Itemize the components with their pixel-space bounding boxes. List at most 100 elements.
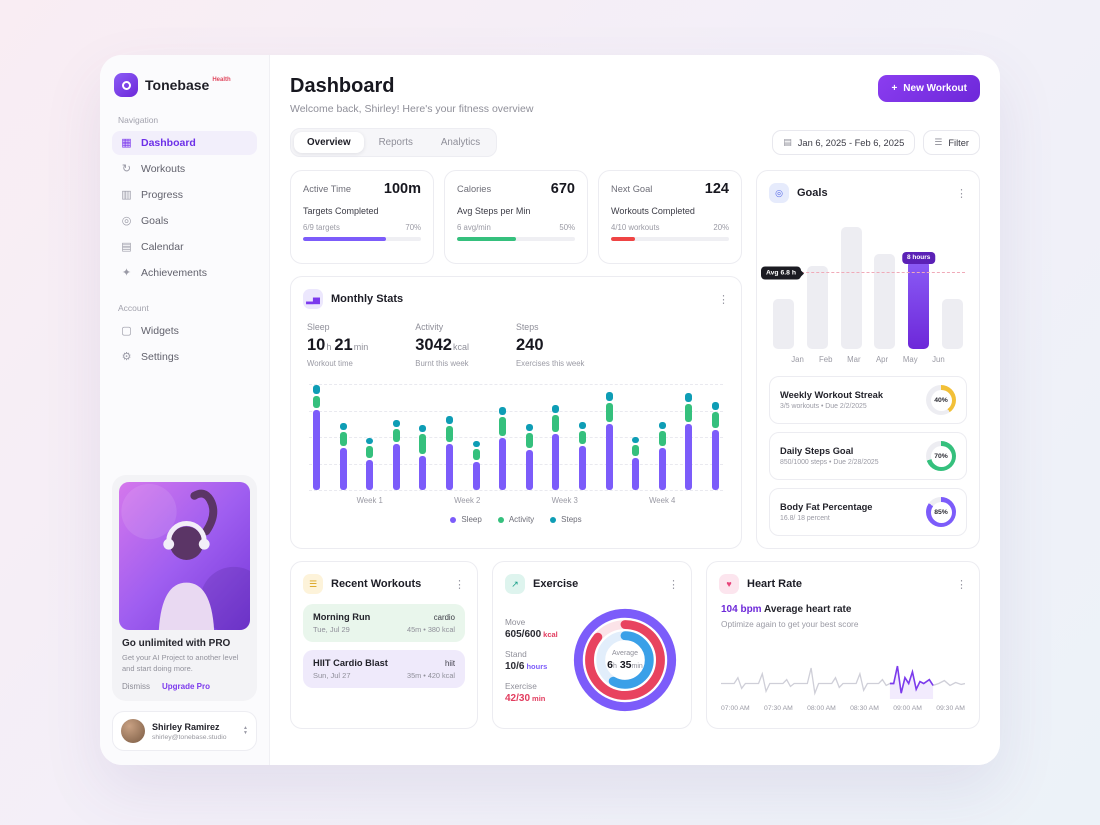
monthly-stat-value: 3042kcal [415, 336, 472, 355]
goal-item-title: Weekly Workout Streak [780, 390, 883, 400]
exercise-header: ↗ Exercise ⋮ [493, 562, 691, 594]
tab-overview[interactable]: Overview [294, 132, 364, 153]
monthly-bar [525, 424, 533, 490]
exercise-metric-exercise: Exercise 42/30 min [505, 681, 563, 704]
monthly-bar-segment-sleep [632, 458, 640, 490]
monthly-bar [419, 425, 427, 490]
goal-item-daily-steps-goal[interactable]: Daily Steps Goal 850/1000 steps • Due 2/2… [769, 432, 967, 480]
promo-dismiss-link[interactable]: Dismiss [122, 682, 150, 691]
sidebar-item-goals[interactable]: ◎ Goals [112, 209, 257, 233]
month-label: Mar [847, 355, 861, 364]
goal-item-weekly-workout-streak[interactable]: Weekly Workout Streak 3/5 workouts • Due … [769, 376, 967, 424]
exercise-metric-value: 42/30 min [505, 692, 546, 704]
stat-card-value: 100m [383, 181, 421, 197]
sidebar-item-widgets[interactable]: ▢ Widgets [112, 319, 257, 343]
exercise-menu-button[interactable]: ⋮ [668, 578, 679, 591]
monthly-bar [392, 420, 400, 490]
monthly-bar-segment-steps [578, 422, 586, 429]
main-content: Dashboard Welcome back, Shirley! Here's … [270, 55, 1000, 765]
time-label: 09:30 AM [936, 705, 965, 712]
sidebar-item-achievements[interactable]: ✦ Achievements [112, 261, 257, 285]
monthly-stats-header: ▂▅ Monthly Stats ⋮ [291, 277, 741, 309]
monthly-bar [632, 437, 640, 490]
workout-item-hiit-cardio-blast[interactable]: HIIT Cardio Blast Sun, Jul 27 hiit 35m • 42… [303, 650, 465, 688]
time-label: 07:30 AM [764, 705, 793, 712]
exercise-card: ↗ Exercise ⋮ Move 605/600 kcal Stand 10/6 hou… [492, 561, 692, 729]
heart-rate-menu-button[interactable]: ⋮ [956, 578, 967, 591]
heart-icon: ♥ [719, 574, 739, 594]
gridline [309, 410, 723, 412]
workout-name: HIIT Cardio Blast [313, 658, 388, 668]
avatar [121, 719, 145, 743]
stat-card-value: 124 [704, 181, 729, 197]
goals-list: Weekly Workout Streak 3/5 workouts • Due … [757, 364, 979, 548]
date-range-picker[interactable]: ▤ Jan 6, 2025 - Feb 6, 2025 [772, 130, 916, 155]
page-header-text: Dashboard Welcome back, Shirley! Here's … [290, 75, 533, 115]
filter-icon: ☰ [934, 137, 943, 147]
profile-card[interactable]: Shirley Ramirez shirley@tonebase.studio … [112, 711, 257, 751]
monthly-bar-segment-activity [632, 445, 640, 456]
sidebar-item-label: Workouts [141, 163, 186, 175]
goals-month-labels: Jan Feb Mar Apr May Jun [771, 349, 965, 364]
goal-progress-percent: 40% [930, 389, 952, 411]
promo-card: Go unlimited with PRO Get your AI Projec… [112, 475, 257, 701]
legend-item-steps: Steps [550, 515, 582, 524]
monthly-stat-value: 10h 21min [307, 336, 371, 355]
stat-card-meta: 6/9 targets 70% [303, 223, 421, 232]
logo-ring-shape [121, 80, 131, 90]
tab-reports[interactable]: Reports [366, 132, 426, 153]
sidebar-item-dashboard[interactable]: ▦ Dashboard [112, 131, 257, 155]
recent-workouts-title: Recent Workouts [331, 578, 422, 590]
goal-item-body-fat-percentage[interactable]: Body Fat Percentage 16.8/ 18 percent 85% [769, 488, 967, 536]
monthly-week-labels: Week 1 Week 2 Week 3 Week 4 [309, 490, 723, 505]
stat-card-subvalue: 6/9 targets [303, 223, 340, 232]
sidebar-item-workouts[interactable]: ↻ Workouts [112, 157, 257, 181]
monthly-bar-segment-sleep [445, 444, 453, 490]
monthly-bar-segment-steps [445, 416, 453, 424]
profile-email: shirley@tonebase.studio [152, 733, 227, 741]
monthly-bar-segment-steps [685, 393, 693, 402]
tab-analytics[interactable]: Analytics [428, 132, 493, 153]
brand-name: Tonebase [145, 77, 210, 93]
brand-logo: Tonebase Health [112, 71, 257, 99]
week-label: Week 1 [356, 496, 383, 505]
sidebar-item-label: Dashboard [141, 137, 196, 149]
filter-button[interactable]: ☰ Filter [923, 130, 980, 155]
stat-card-percent: 50% [559, 223, 575, 232]
stat-progress-bar [611, 237, 729, 241]
month-label: May [902, 355, 918, 364]
goals-bar-may: 8 hours [901, 251, 936, 349]
promo-image [119, 482, 250, 631]
profile-text: Shirley Ramirez shirley@tonebase.studio [152, 722, 227, 741]
new-workout-button[interactable]: + New Workout [878, 75, 980, 102]
monthly-bar-segment-sleep [419, 456, 427, 490]
nav-section-label: Navigation [118, 115, 159, 125]
monthly-bar [685, 393, 693, 490]
target-icon: ◎ [769, 183, 789, 203]
stat-progress-fill [457, 237, 516, 241]
sidebar-item-settings[interactable]: ⚙ Settings [112, 345, 257, 369]
heart-rate-card: ♥ Heart Rate ⋮ 104 bpm Average heart rat… [706, 561, 980, 729]
legend-dot [550, 516, 557, 523]
time-label: 07:00 AM [721, 705, 750, 712]
monthly-bar-segment-activity [578, 431, 586, 444]
sidebar: Tonebase Health Navigation ▦ Dashboard ↻ Wo… [100, 55, 270, 765]
activity-icon: ↗ [505, 574, 525, 594]
recent-workouts-menu-button[interactable]: ⋮ [454, 578, 465, 591]
promo-upgrade-link[interactable]: Upgrade Pro [162, 682, 211, 691]
monthly-stats-menu-button[interactable]: ⋮ [718, 293, 729, 306]
sidebar-item-calendar[interactable]: ▤ Calendar [112, 235, 257, 259]
workout-item-morning-run[interactable]: Morning Run Tue, Jul 29 cardio 45m • 380 kc… [303, 604, 465, 642]
monthly-stat-caption: Workout time [307, 359, 353, 368]
sidebar-item-progress[interactable]: ▥ Progress [112, 183, 257, 207]
monthly-stats-card: ▂▅ Monthly Stats ⋮ Sleep 10h 21min Workout … [290, 276, 742, 549]
monthly-bar-segment-steps [552, 405, 560, 413]
monthly-bar [578, 422, 586, 490]
monthly-stat-number: 240 [515, 336, 544, 354]
page-header: Dashboard Welcome back, Shirley! Here's … [290, 75, 980, 115]
week-label: Week 4 [649, 496, 676, 505]
goals-menu-button[interactable]: ⋮ [956, 187, 967, 200]
monthly-stat-sleep: Sleep 10h 21min Workout time [307, 322, 371, 368]
monthly-bar-segment-sleep [366, 460, 374, 490]
workout-tag: cardio [433, 612, 455, 622]
